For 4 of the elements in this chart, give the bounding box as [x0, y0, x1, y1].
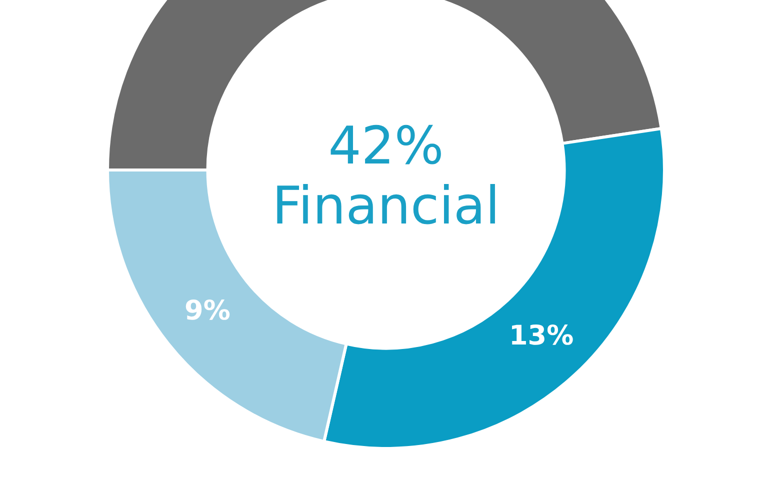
data-label: 9%: [184, 295, 230, 326]
text: Financial: [272, 176, 500, 237]
text: 42%: [328, 116, 444, 177]
data-label: 13%: [509, 320, 574, 352]
